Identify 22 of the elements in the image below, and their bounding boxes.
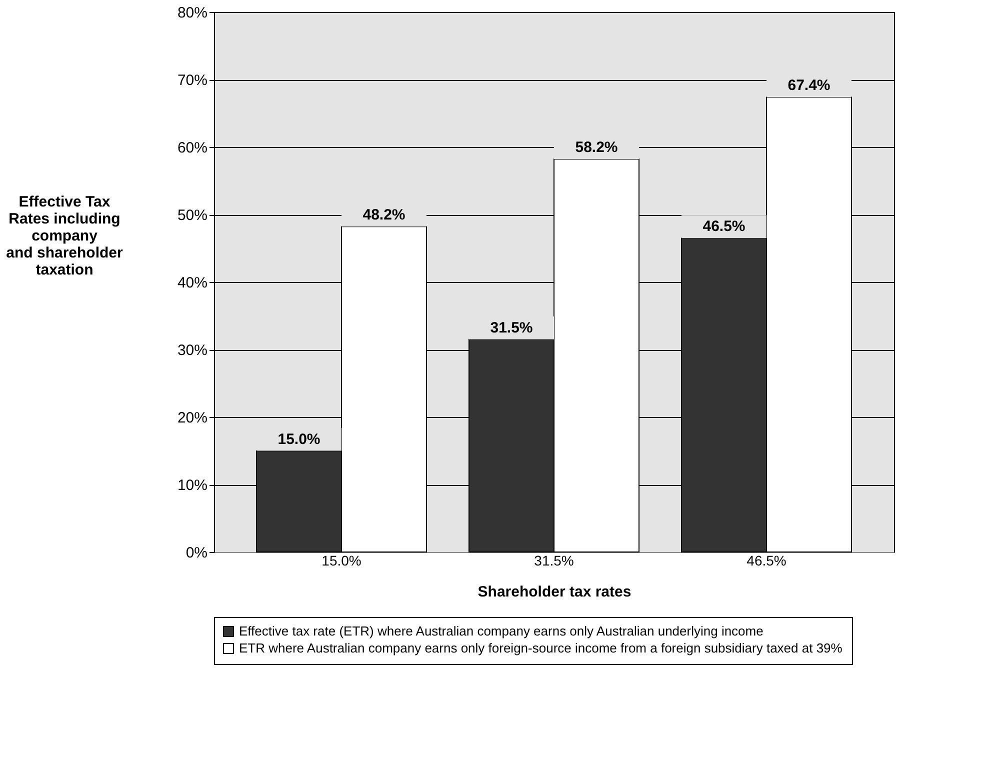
y-tick-label: 60%	[177, 140, 208, 156]
data-label: 15.0%	[278, 430, 320, 448]
legend-label: ETR where Australian company earns only foreign-source income from a foreign subsidiary taxed at 39%	[239, 640, 843, 656]
y-tick-label: 0%	[186, 544, 208, 562]
y-tick-label: 70%	[177, 72, 208, 89]
y-tick-label: 40%	[177, 274, 208, 292]
x-tick-label: 15.0%	[322, 552, 362, 568]
y-tick-label: 20%	[177, 410, 208, 426]
y-tick-label: 30%	[177, 342, 208, 359]
y-tick-label: 80%	[177, 4, 208, 22]
x-tick-label: 46.5%	[746, 552, 786, 568]
y-tick-label: 50%	[177, 207, 208, 224]
data-label: 67.4%	[788, 77, 830, 94]
legend-label: Effective tax rate (ETR) where Australian company earns only Australian underlying income	[239, 624, 764, 638]
data-label: 58.2%	[575, 139, 618, 156]
data-label: 31.5%	[490, 319, 533, 336]
data-label: 48.2%	[362, 206, 406, 224]
data-label: 46.5%	[702, 218, 746, 236]
x-axis-title: Shareholder tax rates	[478, 584, 632, 600]
y-tick-label: 10%	[177, 477, 208, 494]
y-axis-title: Effective Tax Rates including company and shareholder taxation	[6, 194, 124, 278]
x-tick-label: 31.5%	[534, 552, 574, 568]
